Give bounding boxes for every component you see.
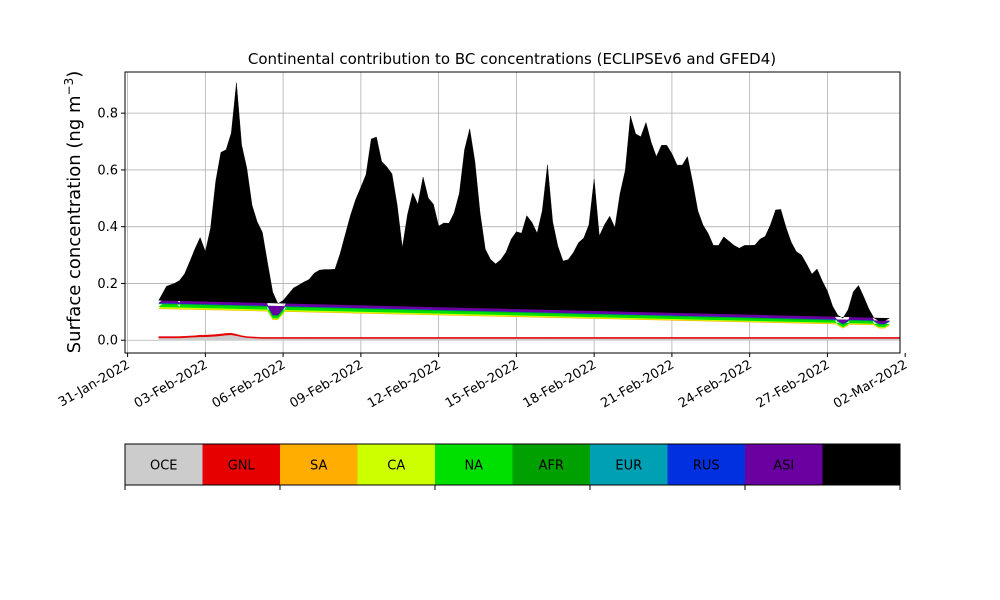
y-tick-label: 0.4 <box>97 220 118 235</box>
y-axis-label: Surface concentration (ng m−3) <box>62 71 85 354</box>
y-axis-label-superscript: −3 <box>62 78 76 96</box>
stacked-areas <box>158 82 901 341</box>
legend-swatch-oce <box>125 444 203 485</box>
y-tick-label: 0.0 <box>97 334 118 349</box>
area-series-aus <box>158 82 890 322</box>
y-tick-label: 0.8 <box>97 107 118 122</box>
chart-title: Continental contribution to BC concentra… <box>248 50 776 68</box>
legend-swatch-eur <box>590 444 668 485</box>
legend-label-oce: OCE <box>150 459 178 474</box>
legend-label-afr: AFR <box>539 459 564 474</box>
legend-swatch-gnl <box>202 444 280 485</box>
legend-label-eur: EUR <box>615 459 642 474</box>
legend-label-rus: RUS <box>693 459 720 474</box>
legend-swatch-ca <box>357 444 435 485</box>
legend-label-aus: AUS <box>848 459 875 474</box>
legend-label-ca: CA <box>387 459 405 474</box>
legend-frame <box>124 443 901 486</box>
legend-label-asi: ASI <box>773 459 794 474</box>
y-axis-label-end: ) <box>64 71 85 78</box>
legend-swatch-sa <box>280 444 358 485</box>
legend-label-gnl: GNL <box>228 459 256 474</box>
legend-swatch-afr <box>512 444 590 485</box>
legend-swatch-asi <box>745 444 823 485</box>
legend-label-na: NA <box>464 459 483 474</box>
y-axis-label-main: Surface concentration (ng m <box>64 95 85 353</box>
legend-label-sa: SA <box>310 459 327 474</box>
legend-swatch-na <box>435 444 513 485</box>
y-tick-label: 0.6 <box>97 163 118 178</box>
colorbar-legend: OCE GNL SA CA NA AFR EUR RUS ASI AUS <box>124 443 901 490</box>
legend-swatch-aus <box>822 444 900 485</box>
y-tick-label: 0.2 <box>97 277 118 292</box>
plot-frame <box>124 71 901 354</box>
legend-swatch-rus <box>667 444 745 485</box>
